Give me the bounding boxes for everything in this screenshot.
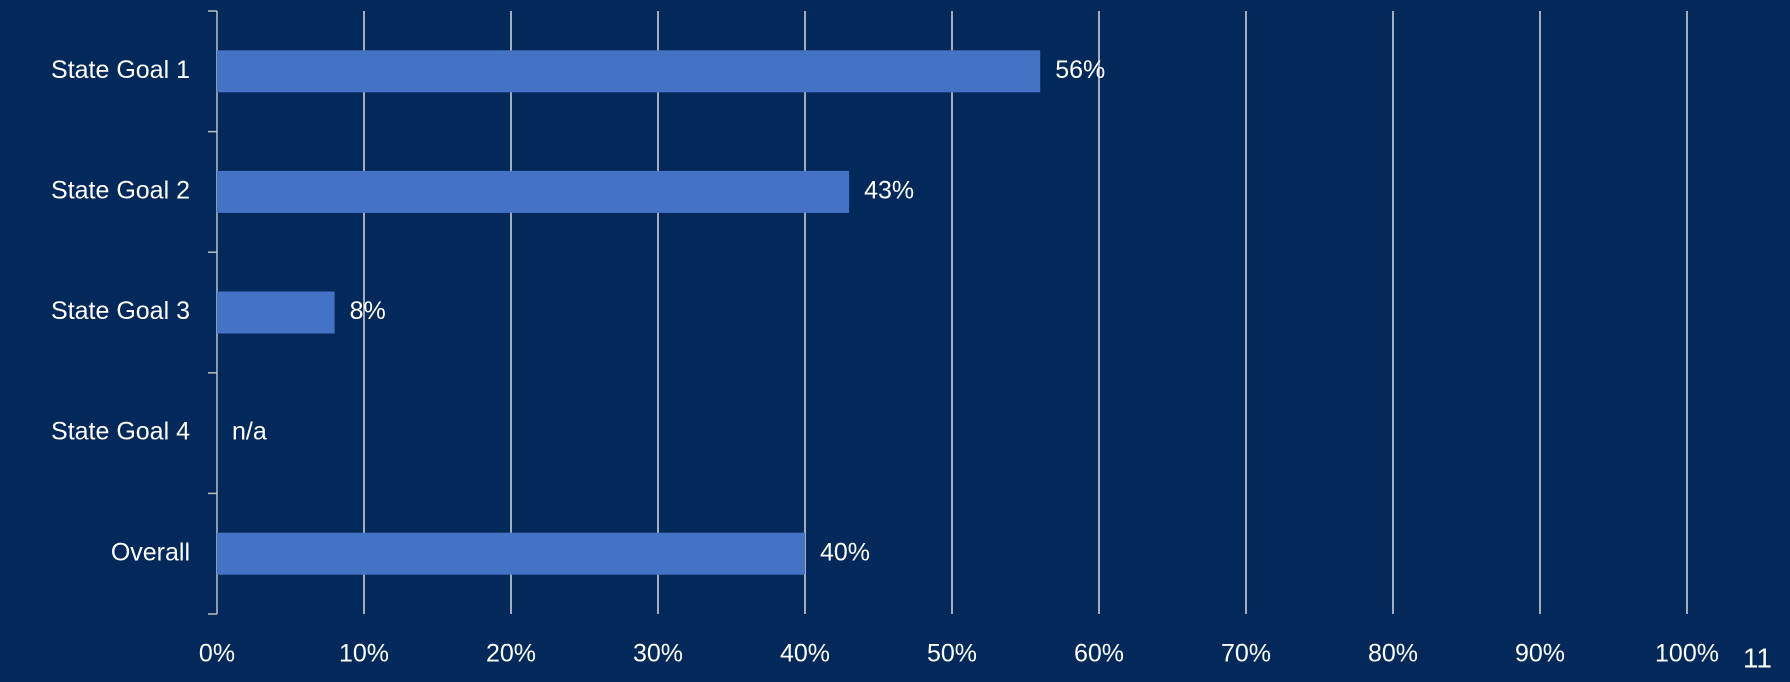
- x-tick-label: 50%: [927, 640, 977, 668]
- x-tick-label: 70%: [1221, 640, 1271, 668]
- x-tick-label: 80%: [1368, 640, 1418, 668]
- y-tick-label: State Goal 2: [51, 177, 190, 205]
- x-tick-label: 90%: [1515, 640, 1565, 668]
- bar: [217, 170, 850, 213]
- bar: [217, 532, 805, 575]
- y-tick-label: Overall: [111, 538, 190, 566]
- x-tick-label: 20%: [486, 640, 536, 668]
- x-tick-label: 30%: [633, 640, 683, 668]
- bar: [217, 50, 1041, 93]
- data-label: 40%: [820, 538, 870, 566]
- page-number: 11: [1743, 642, 1772, 673]
- x-tick-label: 0%: [199, 640, 235, 668]
- data-label: 56%: [1055, 56, 1105, 84]
- data-label: n/a: [232, 418, 267, 446]
- x-tick-label: 10%: [339, 640, 389, 668]
- bar: [217, 291, 335, 334]
- x-tick-label: 60%: [1074, 640, 1124, 668]
- data-label: 8%: [350, 297, 386, 325]
- y-tick-label: State Goal 4: [51, 418, 190, 446]
- x-tick-label: 40%: [780, 640, 830, 668]
- y-tick-label: State Goal 3: [51, 297, 190, 325]
- data-label: 43%: [864, 177, 914, 205]
- x-tick-label: 100%: [1655, 640, 1719, 668]
- y-tick-label: State Goal 1: [51, 56, 190, 84]
